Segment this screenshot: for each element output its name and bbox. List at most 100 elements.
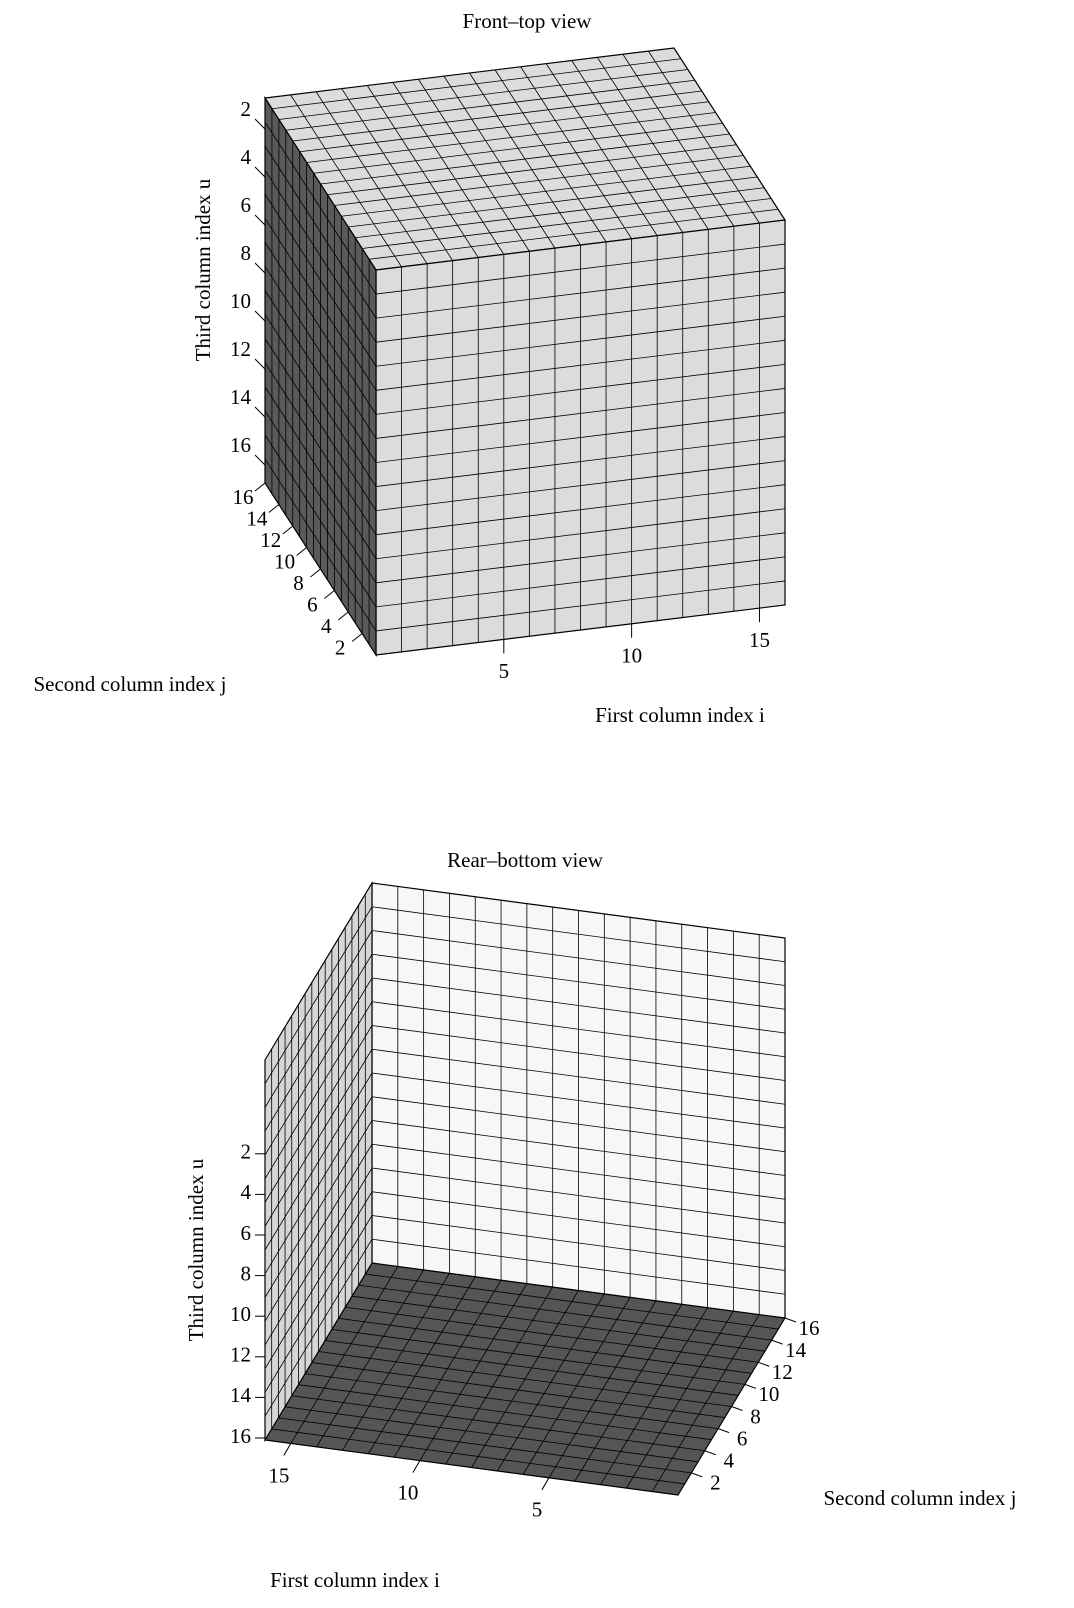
y-tick-label: 10	[274, 549, 295, 573]
voxel-edge	[342, 1273, 450, 1451]
voxel-edge	[358, 1284, 772, 1341]
z-tick	[254, 118, 266, 130]
y-tick	[282, 525, 294, 535]
voxel-edge	[264, 434, 377, 608]
y-tick	[758, 1361, 770, 1367]
y-tick	[296, 547, 307, 556]
x-tick-label: 10	[621, 644, 642, 668]
voxel-edge	[371, 1096, 786, 1153]
voxel-edge	[371, 1120, 786, 1176]
voxel-edge	[375, 580, 786, 632]
y-tick-label: 14	[785, 1338, 807, 1362]
voxel-edge	[325, 1340, 739, 1396]
z-tick-label: 4	[241, 1180, 252, 1204]
voxel-edge	[264, 1144, 373, 1322]
voxel-edge	[393, 1279, 502, 1458]
voxel-edge	[648, 50, 760, 224]
y-tick	[691, 1472, 703, 1478]
z-tick-label: 6	[241, 1221, 252, 1245]
voxel-edge	[320, 133, 730, 185]
z-tick-label: 10	[230, 289, 251, 313]
x-tick-label: 5	[499, 659, 510, 683]
voxel-edge	[299, 101, 709, 153]
x-tick-label: 5	[532, 1498, 543, 1522]
y-tick	[254, 482, 266, 492]
y-tick-label: 8	[750, 1404, 761, 1428]
x-tick-label: 10	[397, 1480, 418, 1504]
y-tick-label: 16	[233, 485, 254, 509]
voxel-edge	[285, 79, 695, 131]
voxel-edge	[264, 290, 377, 463]
voxel-edge	[375, 508, 786, 560]
x-axis-label: First column index i	[595, 703, 765, 727]
voxel-edge	[264, 458, 377, 632]
z-tick	[254, 310, 266, 322]
voxel-edge	[318, 1351, 732, 1407]
y-tick-label: 6	[737, 1426, 748, 1450]
y-tick	[731, 1406, 743, 1411]
voxel-edge	[278, 69, 688, 120]
voxel-edge	[264, 1167, 373, 1346]
voxel-edge	[419, 1283, 528, 1461]
z-tick-label: 6	[241, 193, 252, 217]
y-tick-label: 6	[307, 592, 318, 616]
z-tick-label: 2	[241, 1140, 252, 1164]
voxel-edge	[264, 338, 377, 511]
voxel-edge	[316, 1269, 424, 1448]
y-tick	[310, 568, 321, 578]
y-tick-label: 10	[758, 1382, 779, 1406]
z-tick	[254, 262, 266, 274]
x-tick-label: 15	[749, 628, 770, 652]
voxel-edge	[264, 1191, 373, 1369]
x-axis-label: First column index i	[270, 1568, 440, 1592]
voxel-edge	[290, 1266, 399, 1444]
z-tick-label: 10	[230, 1302, 251, 1326]
y-tick-label: 4	[724, 1449, 735, 1473]
voxel-edge	[445, 1286, 554, 1465]
voxel-edge	[264, 362, 377, 535]
voxel-edge	[306, 112, 716, 163]
voxel-edge	[264, 1072, 373, 1251]
y-tick	[784, 1317, 797, 1323]
voxel-edge	[338, 1317, 752, 1374]
voxel-edge	[331, 1328, 745, 1385]
y-tick-label: 12	[260, 528, 281, 552]
z-tick-label: 16	[230, 1424, 251, 1448]
z-tick-label: 14	[230, 385, 252, 409]
y-tick	[324, 590, 335, 599]
voxel-edge	[345, 1306, 759, 1363]
z-tick-label: 8	[241, 241, 252, 265]
z-tick	[254, 454, 266, 466]
z-tick	[254, 406, 266, 418]
voxel-edge	[375, 460, 786, 512]
y-tick	[704, 1450, 716, 1456]
voxel-edge	[292, 90, 702, 142]
x-tick-label: 15	[268, 1463, 289, 1487]
y-axis-label: Second column index j	[823, 1486, 1016, 1510]
z-tick	[254, 214, 266, 226]
y-tick-label: 2	[710, 1471, 721, 1495]
x-tick	[412, 1460, 421, 1473]
z-tick-label: 12	[230, 337, 251, 361]
voxel-edge	[571, 60, 684, 233]
y-tick	[744, 1383, 757, 1389]
voxel-edge	[494, 69, 607, 243]
voxel-edge	[520, 66, 632, 239]
chart-title: Rear–bottom view	[447, 848, 604, 872]
voxel-edge	[596, 57, 709, 230]
voxel-edge	[365, 1273, 779, 1330]
voxel-edge	[264, 314, 377, 487]
voxel-edge	[371, 1238, 786, 1295]
z-tick	[254, 358, 266, 370]
voxel-edge	[375, 484, 786, 536]
y-tick	[268, 504, 280, 513]
voxel-chart: Rear–bottom view First column index i Seco…	[184, 848, 1017, 1592]
voxel-edge	[264, 386, 377, 559]
z-tick-label: 14	[230, 1383, 252, 1407]
voxel-edge	[371, 1215, 786, 1271]
z-tick-label: 2	[241, 97, 252, 121]
y-tick-label: 8	[293, 571, 304, 595]
voxel-edge	[367, 1276, 476, 1454]
z-tick-label: 16	[230, 433, 251, 457]
